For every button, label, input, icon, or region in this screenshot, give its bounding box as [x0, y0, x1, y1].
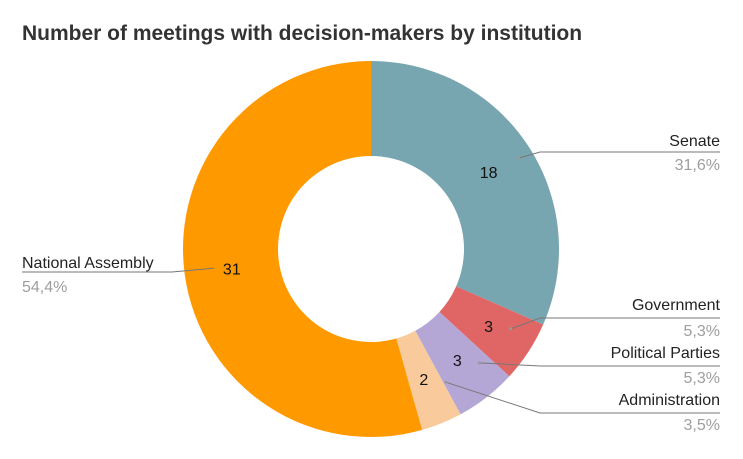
chart-title: Number of meetings with decision-makers …	[22, 22, 583, 45]
connector-dot-senate	[517, 156, 521, 160]
slice-national-assembly	[182, 61, 423, 438]
slice-government	[439, 286, 544, 377]
category-label-senate: Senate	[669, 133, 720, 150]
value-label-administration: 2	[419, 372, 428, 389]
category-label-national-assembly: National Assembly	[22, 255, 154, 272]
slice-political-parties	[415, 311, 510, 415]
category-label-political-parties: Political Parties	[611, 345, 720, 362]
category-label-government: Government	[632, 297, 721, 314]
value-label-political-parties: 3	[453, 353, 462, 370]
connector-administration	[445, 381, 720, 414]
connector-government	[510, 317, 720, 330]
value-label-government: 3	[484, 319, 493, 336]
value-label-national-assembly: 31	[223, 261, 241, 278]
slice-administration	[396, 330, 461, 430]
percent-label-senate: 31,6%	[675, 157, 720, 174]
connector-dot-government	[509, 327, 513, 331]
percent-label-administration: 3,5%	[684, 417, 720, 434]
connector-political-parties	[479, 362, 720, 367]
percent-label-government: 5,3%	[684, 323, 720, 340]
percent-label-political-parties: 5,3%	[684, 370, 720, 387]
value-label-senate: 18	[480, 165, 498, 182]
connector-national-assembly	[22, 267, 214, 273]
connector-senate	[518, 151, 720, 159]
category-label-administration: Administration	[619, 392, 720, 409]
percent-label-national-assembly: 54,4%	[22, 279, 67, 296]
connector-dot-administration	[444, 380, 448, 384]
connector-dot-political-parties	[477, 361, 481, 365]
slice-senate	[371, 61, 559, 325]
